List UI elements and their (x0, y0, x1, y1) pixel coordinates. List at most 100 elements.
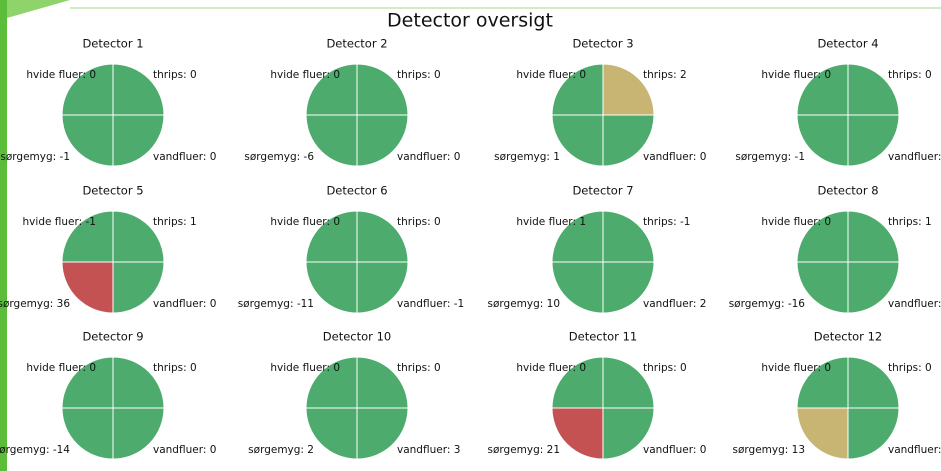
detector-title: Detector 8 (817, 184, 878, 198)
quadrant-label: hvide fluer: 1 (516, 216, 586, 228)
quadrant (112, 407, 165, 460)
quadrant (602, 407, 655, 460)
detector-title: Detector 3 (572, 37, 633, 51)
quadrant (61, 114, 114, 167)
quadrant-label: sørgemyg: -1 (0, 151, 70, 163)
quadrant-label: hvide fluer: 0 (516, 362, 586, 374)
quadrant (602, 210, 655, 263)
quadrant (551, 407, 604, 460)
quadrant-label: vandfluer: 0 (153, 151, 216, 163)
quadrant-label: sørgemyg: 21 (488, 444, 561, 456)
quadrant-label: thrips: 0 (397, 216, 441, 228)
quadrant (847, 210, 900, 263)
quadrant-label: hvide fluer: 0 (516, 69, 586, 81)
quadrant (305, 261, 358, 314)
quadrant-label: vandfluer: 0 (153, 444, 216, 456)
quadrant (847, 356, 900, 409)
detector-title: Detector 9 (82, 330, 143, 344)
quadrant (112, 210, 165, 263)
quadrant-label: sørgemyg: -1 (735, 151, 805, 163)
quadrant (61, 356, 114, 409)
quadrant-label: thrips: 0 (397, 69, 441, 81)
quadrant (61, 407, 114, 460)
quadrant (551, 63, 604, 116)
quadrant (305, 210, 358, 263)
quadrant-label: thrips: -1 (643, 216, 691, 228)
quadrant (847, 407, 900, 460)
detector-title: Detector 12 (814, 330, 882, 344)
detector-title: Detector 10 (323, 330, 391, 344)
quadrant-label: hvide fluer: 0 (270, 362, 340, 374)
quadrant-label: hvide fluer: 0 (270, 69, 340, 81)
quadrant (61, 63, 114, 116)
quadrant (551, 114, 604, 167)
quadrant (356, 356, 409, 409)
quadrant (796, 63, 849, 116)
quadrant-label: vandfluer: 3 (397, 444, 460, 456)
detector-title: Detector 5 (82, 184, 143, 198)
quadrant (796, 114, 849, 167)
quadrant (551, 210, 604, 263)
quadrant-label: vandfluer: 1 (888, 298, 941, 310)
quadrant (847, 63, 900, 116)
quadrant-label: sørgemyg: 10 (488, 298, 561, 310)
quadrant (356, 114, 409, 167)
quadrant-label: thrips: 0 (397, 362, 441, 374)
quadrant-label: thrips: 1 (888, 216, 932, 228)
quadrant-label: thrips: 0 (888, 69, 932, 81)
quadrant (602, 63, 655, 116)
quadrant (796, 407, 849, 460)
quadrant (305, 63, 358, 116)
quadrant (356, 63, 409, 116)
side-bar (0, 0, 7, 471)
quadrant (112, 114, 165, 167)
quadrant-label: sørgemyg: 36 (0, 298, 70, 310)
quadrant-label: hvide fluer: 0 (761, 362, 831, 374)
quadrant-label: thrips: 0 (153, 362, 197, 374)
quadrant-label: vandfluer: 0 (397, 151, 460, 163)
detector-title: Detector 11 (569, 330, 637, 344)
quadrant-label: vandfluer: 0 (643, 151, 706, 163)
quadrant-label: vandfluer: 0 (643, 444, 706, 456)
quadrant-label: vandfluer: 0 (153, 298, 216, 310)
quadrant (61, 261, 114, 314)
quadrant-label: hvide fluer: 0 (26, 362, 96, 374)
detector-title: Detector 1 (82, 37, 143, 51)
quadrant (551, 356, 604, 409)
corner-decoration (0, 0, 70, 20)
quadrant-label: vandfluer: 0 (888, 444, 941, 456)
quadrant-label: thrips: 0 (888, 362, 932, 374)
quadrant-label: thrips: 0 (153, 69, 197, 81)
quadrant (602, 356, 655, 409)
quadrant-label: sørgemyg: -14 (0, 444, 70, 456)
quadrant-label: vandfluer: - (888, 151, 941, 163)
quadrant-label: sørgemyg: -11 (238, 298, 314, 310)
figure-title: Detector oversigt (387, 10, 553, 32)
quadrant-label: hvide fluer: 0 (270, 216, 340, 228)
quadrant (602, 114, 655, 167)
quadrant-label: vandfluer: -1 (397, 298, 464, 310)
quadrant (61, 210, 114, 263)
quadrant (551, 261, 604, 314)
quadrant-label: sørgemyg: 13 (733, 444, 806, 456)
quadrant (847, 114, 900, 167)
quadrant (796, 261, 849, 314)
quadrant (847, 261, 900, 314)
quadrant-label: vandfluer: 2 (643, 298, 706, 310)
quadrant (112, 356, 165, 409)
quadrant-label: thrips: 0 (643, 362, 687, 374)
quadrant-label: sørgemyg: 2 (248, 444, 314, 456)
detector-title: Detector 6 (326, 184, 387, 198)
quadrant (356, 261, 409, 314)
quadrant-label: hvide fluer: 0 (761, 216, 831, 228)
detector-title: Detector 7 (572, 184, 633, 198)
detector-title: Detector 2 (326, 37, 387, 51)
quadrant (305, 114, 358, 167)
quadrant-label: sørgemyg: -6 (244, 151, 314, 163)
quadrant-label: thrips: 1 (153, 216, 197, 228)
quadrant (602, 261, 655, 314)
quadrant-label: sørgemyg: -16 (729, 298, 806, 310)
quadrant-label: hvide fluer: 0 (761, 69, 831, 81)
